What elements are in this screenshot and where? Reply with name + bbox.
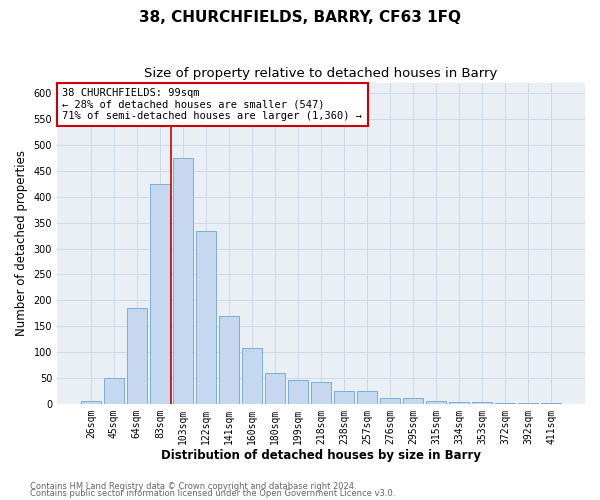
Bar	[104, 378, 124, 404]
Bar	[541, 403, 561, 404]
Bar	[449, 402, 469, 404]
Bar	[127, 308, 146, 404]
Bar	[518, 403, 538, 404]
Bar	[311, 382, 331, 404]
Bar	[496, 403, 515, 404]
Bar	[196, 230, 216, 404]
Bar	[150, 184, 170, 404]
Bar	[288, 380, 308, 404]
Text: Contains public sector information licensed under the Open Government Licence v3: Contains public sector information licen…	[30, 489, 395, 498]
Bar	[265, 373, 285, 404]
Text: 38, CHURCHFIELDS, BARRY, CF63 1FQ: 38, CHURCHFIELDS, BARRY, CF63 1FQ	[139, 10, 461, 25]
Bar	[380, 398, 400, 404]
Title: Size of property relative to detached houses in Barry: Size of property relative to detached ho…	[145, 68, 498, 80]
Bar	[403, 398, 423, 404]
Text: 38 CHURCHFIELDS: 99sqm
← 28% of detached houses are smaller (547)
71% of semi-de: 38 CHURCHFIELDS: 99sqm ← 28% of detached…	[62, 88, 362, 121]
Bar	[173, 158, 193, 404]
Bar	[334, 392, 354, 404]
X-axis label: Distribution of detached houses by size in Barry: Distribution of detached houses by size …	[161, 450, 481, 462]
Bar	[427, 400, 446, 404]
Bar	[357, 392, 377, 404]
Bar	[242, 348, 262, 404]
Y-axis label: Number of detached properties: Number of detached properties	[15, 150, 28, 336]
Bar	[219, 316, 239, 404]
Text: Contains HM Land Registry data © Crown copyright and database right 2024.: Contains HM Land Registry data © Crown c…	[30, 482, 356, 491]
Bar	[81, 401, 101, 404]
Bar	[472, 402, 492, 404]
